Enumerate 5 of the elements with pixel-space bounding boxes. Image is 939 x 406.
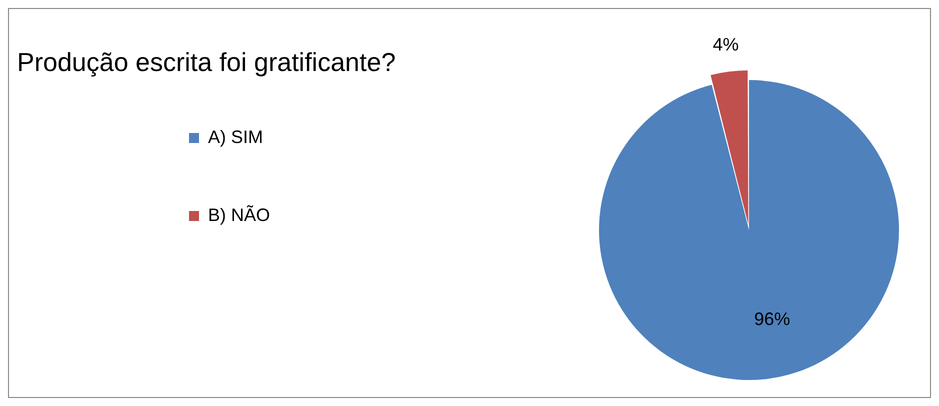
chart-title: Produção escrita foi gratificante? (17, 47, 396, 78)
legend-label: B) NÃO (208, 204, 270, 225)
data-label: 96% (754, 309, 790, 330)
data-label: 4% (712, 34, 739, 54)
legend-label: A) SIM (208, 126, 264, 147)
